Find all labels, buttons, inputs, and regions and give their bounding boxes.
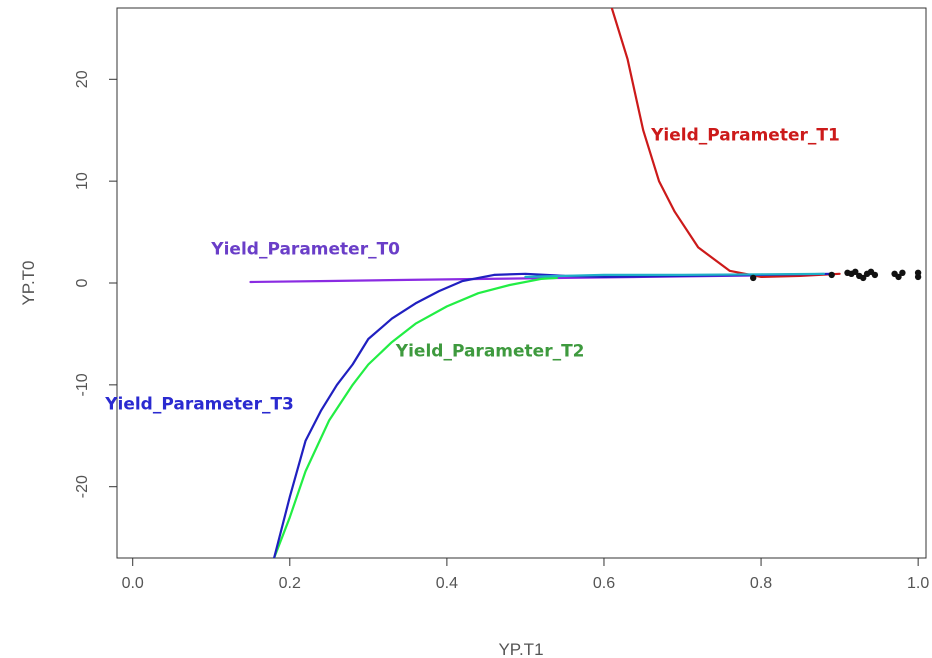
series-line-3: [273, 272, 833, 558]
data-point: [899, 269, 906, 276]
series-line-2: [273, 276, 558, 558]
data-point: [750, 274, 757, 282]
y-axis-title: YP.T0: [19, 260, 38, 305]
y-tick-label: 20: [74, 70, 91, 88]
series-label-2: Yield_Parameter_T2: [395, 341, 585, 361]
series-label-3: Yield_Parameter_T3: [104, 394, 294, 414]
data-point: [860, 274, 867, 282]
y-tick-label: -20: [74, 475, 91, 498]
x-tick-label: 0.4: [436, 575, 458, 592]
x-tick-label: 0.6: [593, 575, 615, 592]
x-tick-label: 0.0: [122, 575, 144, 592]
plot-content: [249, 8, 922, 558]
x-axis: 0.0 0.2 0.4 0.6 0.8 1.0: [122, 558, 929, 592]
y-tick-label: -10: [74, 373, 91, 396]
series-line-4: [524, 272, 826, 278]
series-line-1: [610, 8, 841, 278]
x-tick-label: 0.8: [750, 575, 772, 592]
data-point: [914, 269, 922, 276]
x-axis-title: YP.T1: [498, 640, 543, 658]
y-axis: -20 -10 0 10 20: [74, 70, 117, 498]
data-point: [828, 271, 835, 279]
y-tick-label: 10: [74, 172, 91, 190]
series-label-0: Yield_Parameter_T0: [210, 240, 400, 260]
series-label-1: Yield_Parameter_T1: [650, 125, 840, 145]
y-tick-label: 0: [74, 278, 91, 287]
annotations-layer: Yield_Parameter_T0 Yield_Parameter_T1 Yiel…: [104, 125, 840, 414]
data-point: [895, 273, 902, 281]
x-tick-label: 1.0: [907, 575, 929, 592]
data-point: [871, 271, 879, 279]
data-point: [852, 268, 859, 275]
x-tick-label: 0.2: [279, 575, 301, 592]
